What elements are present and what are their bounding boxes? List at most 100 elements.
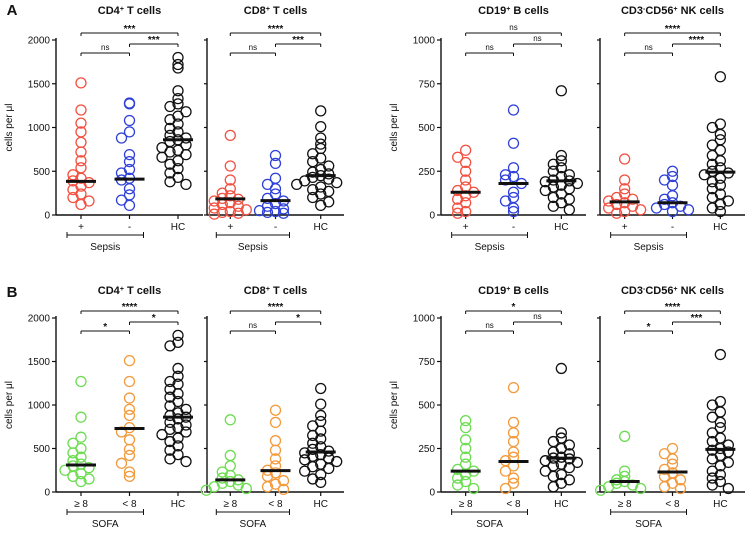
title-part: T cells [270, 285, 307, 297]
data-point [125, 450, 135, 460]
panel-title: CD19+ B cells [478, 5, 549, 17]
title-part: B cells [510, 5, 549, 17]
title-part: CD4 [98, 285, 121, 297]
x-tick-label: - [274, 222, 277, 233]
x-tick-label: HC [713, 499, 727, 510]
y-tick-label: 500 [418, 123, 435, 134]
x-tick-label: HC [313, 499, 327, 510]
x-tick-label: HC [554, 222, 568, 233]
x-tick-label: < 8 [122, 499, 137, 510]
data-point [125, 377, 135, 387]
comparison-label: ns [644, 43, 652, 52]
data-point [125, 410, 135, 420]
panel-title: CD8+ T cells [244, 5, 307, 17]
data-point [201, 485, 211, 495]
data-point [707, 480, 717, 490]
panel-title: CD4+ T cells [98, 285, 161, 297]
figure: 0 500 1000 1500 2000 cells per μl + - HC Sepsis CD… [0, 0, 754, 530]
data-point [620, 154, 630, 164]
x-tick-label: < 8 [665, 499, 680, 510]
comparison-label: ns [533, 34, 541, 43]
data-point [76, 412, 86, 422]
y-axis-label: cells per μl [4, 104, 15, 152]
comparison-label: *** [292, 35, 304, 46]
y-tick-label: 0 [44, 211, 50, 222]
data-point [316, 399, 326, 409]
data-point [453, 480, 463, 490]
data-point [652, 203, 662, 213]
panel-A-nk: + - HCSepsisCD3-CD56+ NK cells****ns**** [597, 5, 745, 253]
data-point [461, 423, 471, 433]
title-part: CD56 [645, 285, 673, 297]
comparison-label: ns [533, 312, 541, 321]
data-point [509, 105, 519, 115]
comparison-label: ns [485, 321, 493, 330]
y-tick-label: 750 [418, 79, 435, 90]
title-part: B cells [510, 285, 549, 297]
data-point [509, 383, 519, 393]
title-part: CD3 [621, 285, 643, 297]
figure-canvas: 0500100015002000cells per μl+ - HCSepsisCD… [0, 0, 754, 530]
panel-A-cd4: 0 500 1000 1500 2000 cells per μl + - HC Sepsis CD… [4, 5, 203, 253]
data-point [636, 205, 646, 215]
panel-title: CD19+ B cells [478, 285, 549, 297]
title-part: CD4 [98, 5, 121, 17]
y-axis-label: cells per μl [389, 104, 400, 152]
title-part: CD8 [244, 285, 266, 297]
comparison-label: **** [268, 24, 284, 35]
y-tick-label: 250 [418, 167, 435, 178]
y-tick-label: 0 [429, 488, 435, 499]
data-point [76, 137, 86, 147]
x-tick-label: HC [171, 499, 185, 510]
comparison-label: *** [124, 24, 136, 35]
x-tick-label: + [622, 222, 628, 233]
data-point [548, 437, 558, 447]
x-tick-label: - [512, 222, 515, 233]
group-label: SOFA [476, 519, 503, 530]
y-axis-label: cells per μl [4, 381, 15, 429]
data-point [165, 341, 175, 351]
title-part: T cells [124, 285, 161, 297]
x-tick-label: HC [171, 222, 185, 233]
data-point [660, 482, 670, 492]
group-label: SOFA [92, 519, 119, 530]
x-tick-label: HC [713, 222, 727, 233]
y-tick-label: 500 [418, 401, 435, 412]
comparison-label: ns [509, 23, 517, 32]
title-part: CD8 [244, 5, 266, 17]
y-tick-label: 0 [429, 211, 435, 222]
group-label: Sepsis [238, 242, 268, 253]
panel-B-cd19: 0 250 500 750 1000 cells per μl ≥ 8 < 8 HC SOFA CD… [389, 285, 586, 530]
data-point [125, 435, 135, 445]
title-part: NK cells [678, 285, 724, 297]
data-point [76, 78, 86, 88]
y-tick-label: 2000 [28, 314, 51, 325]
data-point [125, 393, 135, 403]
data-point [271, 436, 281, 446]
comparison-label: ns [249, 43, 257, 52]
panel-title: CD3-CD56+ NK cells [621, 5, 724, 17]
data-point [117, 133, 127, 143]
comparison-label: ns [249, 321, 257, 330]
data-point [225, 161, 235, 171]
panel-B-nk: ≥ 8 < 8 HCSOFACD3-CD56+ NK cells******** [596, 285, 745, 530]
data-point [509, 138, 519, 148]
comparison-label: **** [689, 35, 705, 46]
x-tick-label: HC [554, 499, 568, 510]
x-tick-label: ≥ 8 [74, 499, 88, 510]
data-point [181, 179, 191, 189]
comparison-label: **** [268, 302, 284, 313]
y-tick-label: 1000 [28, 401, 51, 412]
data-point [316, 383, 326, 393]
title-part: CD19 [478, 5, 506, 17]
x-tick-label: HC [313, 222, 327, 233]
panel-B-cd8: ≥ 8 < 8 HC SOFA CD8+ T cells **** ns * [201, 285, 344, 530]
panel-title: CD8+ T cells [244, 285, 307, 297]
data-point [715, 350, 725, 360]
x-tick-label: - [128, 222, 131, 233]
data-point [300, 455, 310, 465]
data-point [509, 417, 519, 427]
data-point [501, 196, 511, 206]
title-part: CD56 [645, 5, 673, 17]
x-tick-label: + [463, 222, 469, 233]
